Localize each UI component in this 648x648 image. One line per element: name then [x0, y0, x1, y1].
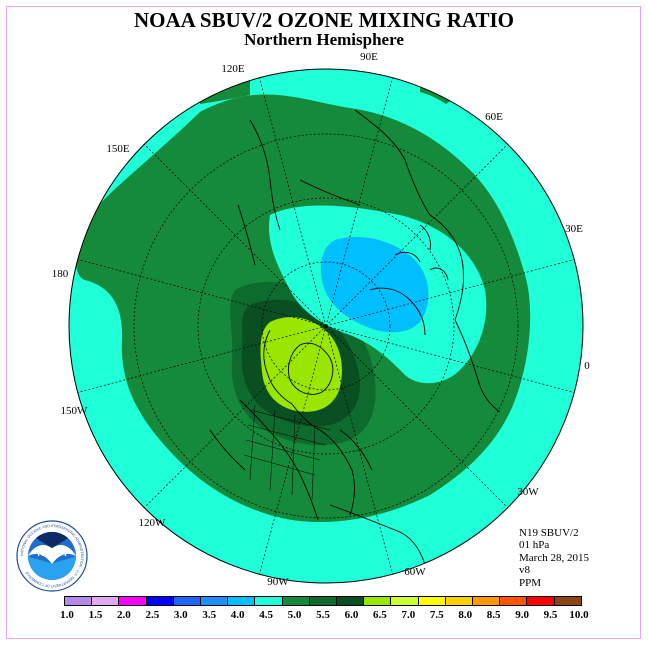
colorbar-tick-label: 10.0	[569, 609, 589, 621]
page-frame	[6, 6, 641, 639]
colorbar-cell	[445, 597, 474, 605]
colorbar-tick-label: 7.0	[401, 609, 416, 621]
colorbar-tick-label: 1.5	[88, 609, 103, 621]
meridian-line	[325, 325, 393, 575]
meridian-line	[325, 144, 508, 327]
colorbar-tick-label: 9.5	[543, 609, 558, 621]
colorbar-tick-label: 1.0	[60, 609, 74, 621]
meridian-line	[325, 325, 508, 508]
colorbar-cell	[119, 597, 147, 605]
colorbar-cell	[337, 597, 365, 605]
colorbar-tick-label: 7.5	[429, 609, 444, 621]
colorbar-cell	[309, 597, 338, 605]
colorbar-tick-label: 4.5	[259, 609, 273, 621]
colorbar-tick-label: 4.0	[230, 609, 245, 621]
meridian-line	[77, 325, 327, 393]
longitude-label-60w: 60W	[404, 566, 426, 578]
graticule	[77, 77, 575, 575]
colorbar-tick-label: 6.5	[373, 609, 387, 621]
meridian-line	[77, 259, 327, 327]
longitude-label-60e: 60E	[485, 111, 503, 123]
colorbar-tick-label: 8.5	[486, 609, 501, 621]
colorbar-tick-label: 2.0	[117, 609, 131, 621]
colorbar-cell	[473, 597, 501, 605]
colorbar-tick-label: 3.5	[202, 609, 217, 621]
meridian-line	[325, 77, 393, 327]
meridian-line	[259, 325, 327, 575]
colorbar-tick-label: 9.0	[515, 609, 529, 621]
colorbar-cell	[228, 597, 256, 605]
noaa-logo-icon: NOAA NATIONAL OCEANIC AND ATMOSPHERIC AD…	[16, 520, 88, 592]
colorbar-ticks: 1.0 1.5 2.0 2.5 3.0 3.5 4.0 4.5 5.0 5.5 6.0 6.5 7.0 7…	[0, 609, 648, 623]
us-state-lines	[243, 404, 331, 501]
longitude-label-150w: 150W	[60, 405, 88, 417]
colorbar-tick-label: 5.5	[316, 609, 330, 621]
longitude-label-150e: 150E	[106, 143, 130, 155]
meridian-line	[144, 325, 327, 508]
colorbar-cell	[201, 597, 229, 605]
meridian-line	[325, 259, 575, 327]
longitude-label-180: 180	[51, 268, 69, 280]
longitude-label-30e: 30E	[565, 223, 583, 235]
colorbar-cell	[92, 597, 120, 605]
longitude-label-0: 0	[584, 360, 590, 372]
info-panel: N19 SBUV/2 01 hPa March 28, 2015 v8 PPM	[519, 527, 589, 589]
colorbar-cell	[527, 597, 555, 605]
longitude-label-90e: 90E	[360, 51, 378, 63]
longitude-label-120e: 120E	[221, 63, 245, 75]
info-version: v8	[519, 564, 530, 577]
colorbar	[64, 596, 582, 606]
colorbar-cell	[391, 597, 419, 605]
map-title: NOAA SBUV/2 OZONE MIXING RATIO	[134, 8, 514, 32]
colorbar-cell	[418, 597, 446, 605]
map-subtitle: Northern Hemisphere	[244, 30, 404, 49]
colorbar-cell	[554, 597, 581, 605]
map-boundary	[68, 68, 584, 584]
longitude-label-90w: 90W	[267, 576, 289, 588]
meridian-line	[144, 144, 327, 327]
longitude-label-120w: 120W	[138, 517, 166, 529]
colorbar-tick-label: 6.0	[344, 609, 359, 621]
info-satellite: N19 SBUV/2	[519, 527, 579, 539]
colorbar-cell	[282, 597, 310, 605]
colorbar-tick-label: 3.0	[173, 609, 188, 621]
region-lime	[260, 317, 342, 412]
info-date: March 28, 2015	[519, 551, 589, 564]
info-level: 01 hPa	[519, 539, 550, 552]
region-dark-green-top	[200, 80, 250, 104]
info-units: PPM	[519, 576, 542, 589]
map-disc	[69, 69, 583, 583]
longitude-label-30w: 30W	[517, 486, 539, 498]
meridian-line	[325, 325, 575, 393]
meridian-line	[259, 77, 327, 327]
colorbar-cell	[65, 597, 93, 605]
coastlines	[209, 109, 501, 566]
colorbar-cell	[255, 597, 283, 605]
colorbar-cell	[364, 597, 392, 605]
colorbar-cell	[146, 597, 174, 605]
logo-text: NOAA	[37, 548, 66, 559]
colorbar-tick-label: 8.0	[458, 609, 473, 621]
colorbar-cell	[500, 597, 528, 605]
colorbar-tick-label: 5.0	[287, 609, 302, 621]
colorbar-tick-label: 2.5	[145, 609, 160, 621]
colorbar-cell	[173, 597, 202, 605]
